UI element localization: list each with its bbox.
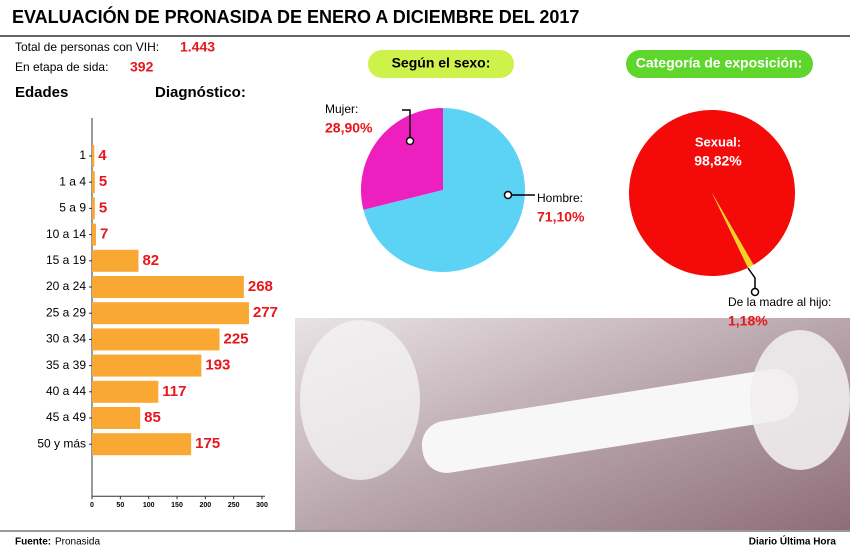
category-label: 45 a 49 bbox=[46, 410, 86, 424]
bar bbox=[92, 249, 139, 272]
value-label: 193 bbox=[205, 357, 230, 374]
stat-value: 1.443 bbox=[180, 39, 215, 55]
category-label: 10 a 14 bbox=[46, 227, 86, 241]
leader-dot bbox=[405, 136, 415, 146]
leader-line bbox=[402, 109, 411, 141]
value-label: 82 bbox=[142, 252, 159, 269]
pie-slice bbox=[363, 108, 525, 272]
category-label: 40 a 44 bbox=[46, 384, 86, 398]
category-label: 50 y más bbox=[37, 436, 86, 450]
title-pill bbox=[626, 50, 813, 78]
bar bbox=[92, 354, 202, 377]
value-label: 225 bbox=[224, 330, 249, 347]
x-tick-label: 250 bbox=[228, 502, 240, 509]
value-label: 5 bbox=[99, 199, 107, 216]
stat-value: 392 bbox=[130, 59, 154, 75]
legend-label: Mujer: bbox=[325, 102, 358, 116]
bar bbox=[92, 223, 96, 246]
bar bbox=[92, 276, 244, 298]
bar bbox=[92, 380, 159, 403]
photo-tube bbox=[421, 369, 799, 473]
category-label: 20 a 24 bbox=[46, 279, 86, 293]
bar bbox=[92, 145, 95, 167]
value-label: 4 bbox=[98, 147, 107, 164]
category-label: 15 a 19 bbox=[46, 253, 86, 267]
chart-title: Categoría de exposición: bbox=[636, 55, 802, 71]
value-label: 117 bbox=[162, 383, 186, 400]
pie-slice bbox=[712, 193, 754, 268]
value-label: 28,90% bbox=[325, 120, 373, 136]
legend-label: Hombre: bbox=[537, 191, 583, 205]
bar bbox=[92, 302, 249, 325]
category-label: 5 a 9 bbox=[59, 201, 86, 215]
legend-label: De la madre al hijo: bbox=[728, 295, 831, 309]
value-label: 1,18% bbox=[728, 313, 768, 329]
pie-slice bbox=[360, 108, 443, 210]
value-label: 71,10% bbox=[537, 209, 585, 225]
category-label: 1 a 4 bbox=[59, 174, 86, 188]
x-tick-label: 50 bbox=[116, 502, 124, 509]
bar bbox=[92, 407, 141, 429]
category-label: 35 a 39 bbox=[46, 358, 86, 372]
category-label: 1 bbox=[79, 148, 86, 162]
category-label: 30 a 34 bbox=[46, 332, 86, 346]
credit: Diario Última Hora bbox=[749, 535, 837, 548]
x-tick-label: 200 bbox=[199, 502, 211, 509]
chart-title: Diagnóstico: bbox=[155, 84, 246, 101]
category-label: 25 a 29 bbox=[46, 305, 86, 319]
stat-label: En etapa de sida: bbox=[15, 60, 108, 74]
leader-dot bbox=[503, 190, 513, 200]
photo-glove bbox=[300, 320, 420, 480]
bar bbox=[92, 433, 192, 456]
leader-dot bbox=[750, 287, 760, 297]
title-pill bbox=[368, 50, 514, 78]
chart-title: Según el sexo: bbox=[392, 55, 491, 71]
bar bbox=[92, 171, 95, 194]
x-tick-label: 100 bbox=[143, 502, 155, 509]
bar bbox=[92, 197, 95, 220]
value-label: 7 bbox=[100, 226, 108, 243]
value-label: 268 bbox=[248, 278, 273, 295]
x-tick-label: 300 bbox=[256, 502, 268, 509]
value-label: 5 bbox=[99, 173, 107, 190]
value-label: 98,82% bbox=[694, 153, 742, 169]
source-label: Fuente: bbox=[15, 537, 51, 548]
bar bbox=[92, 328, 220, 351]
photo-glove bbox=[750, 330, 850, 470]
value-label: 277 bbox=[253, 304, 278, 321]
axis-title: Edades bbox=[15, 84, 68, 101]
source: Pronasida bbox=[55, 537, 100, 548]
title: EVALUACIÓN DE PRONASIDA DE ENERO A DICIE… bbox=[12, 6, 579, 27]
value-label: 175 bbox=[195, 435, 220, 452]
value-label: 85 bbox=[144, 409, 161, 426]
pie-slice bbox=[628, 110, 795, 277]
legend-label: Sexual: bbox=[695, 134, 741, 149]
leader-line bbox=[747, 267, 756, 292]
x-tick-label: 0 bbox=[90, 502, 94, 509]
stat-label: Total de personas con VIH: bbox=[15, 40, 159, 54]
x-tick-label: 150 bbox=[171, 502, 183, 509]
